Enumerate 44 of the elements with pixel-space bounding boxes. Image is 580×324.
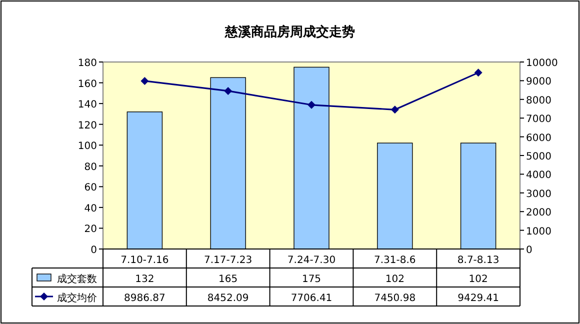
data-label: 165 [218, 274, 238, 285]
legend-label: 成交套数 [57, 273, 97, 285]
data-label: 175 [302, 274, 322, 285]
x-tick-label: 7.17-7.23 [204, 255, 252, 266]
data-label: 7450.98 [374, 293, 416, 304]
y-tick-label: 20 [84, 224, 97, 236]
x-tick-label: 7.31-8.6 [374, 255, 416, 266]
y2-tick-label: 1000 [526, 226, 552, 238]
y2-tick-label: 5000 [526, 152, 552, 162]
y-tick-label: 40 [84, 203, 97, 214]
data-label: 132 [135, 274, 154, 285]
data-label: 102 [385, 274, 404, 285]
chart-title: 慈溪商品房周成交走势 [224, 24, 355, 40]
y-tick-label: 180 [78, 58, 97, 69]
y2-tick-label: 3000 [526, 188, 552, 200]
x-tick-label: 7.10-7.16 [120, 255, 169, 266]
data-label: 7706.41 [290, 293, 332, 304]
y2-tick-label: 7000 [526, 114, 552, 126]
x-tick-label: 7.24-7.30 [287, 255, 336, 266]
y-tick-label: 100 [78, 141, 97, 152]
data-label: 8986.87 [124, 293, 166, 304]
data-label: 102 [468, 274, 488, 285]
y2-tick-label: 6000 [526, 132, 552, 144]
y-tick-label: 120 [78, 120, 97, 132]
y2-tick-label: 0 [526, 245, 532, 256]
y-tick-label: 140 [78, 100, 97, 111]
y2-tick-label: 10000 [526, 58, 558, 69]
data-label: 8452.09 [207, 293, 249, 304]
legend-label: 成交均价 [57, 292, 97, 304]
y2-tick-label: 2000 [526, 208, 552, 219]
y2-tick-label: 4000 [526, 170, 552, 182]
y-tick-label: 160 [78, 78, 97, 90]
y2-tick-label: 9000 [526, 76, 552, 88]
y-tick-label: 0 [90, 245, 97, 256]
data-label: 9429.41 [458, 293, 499, 304]
y-tick-label: 80 [84, 162, 97, 173]
y-tick-label: 60 [84, 182, 97, 194]
point [140, 76, 149, 85]
point [474, 68, 482, 77]
point [224, 86, 232, 95]
x-tick-label: 8.7-8.13 [457, 255, 500, 266]
y2-tick-label: 8000 [526, 95, 552, 106]
point [308, 100, 316, 109]
point [390, 106, 399, 114]
